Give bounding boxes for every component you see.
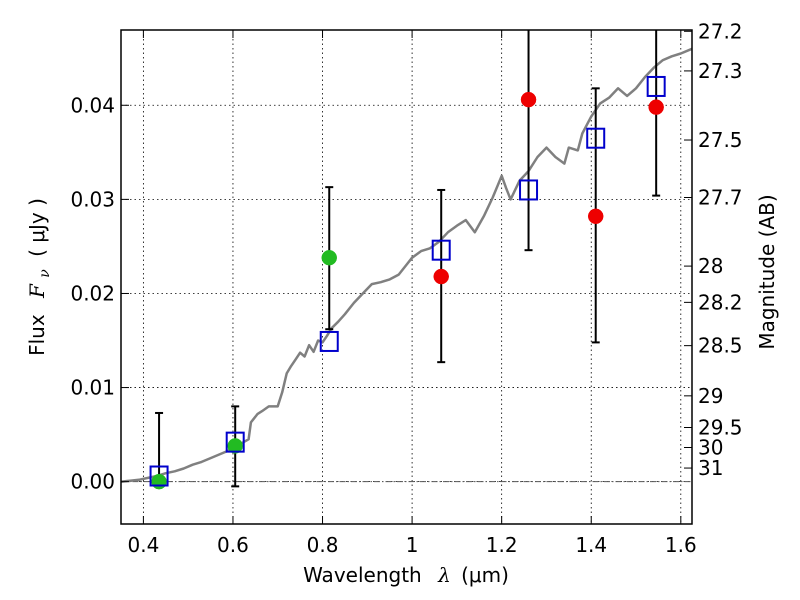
mag-tick-label: 31 (698, 456, 723, 480)
model-photometry-square (149, 465, 169, 487)
mag-tick-label: 27.2 (698, 19, 743, 43)
model-photometry-square (586, 127, 606, 149)
non-detection-point (151, 473, 167, 490)
mag-tick-label: 28.5 (698, 334, 743, 358)
plot-frame (120, 29, 693, 525)
x-tick-label: 0.8 (307, 533, 339, 557)
mag-tick-label: 29 (698, 384, 723, 408)
mag-tick-label: 27.3 (698, 59, 743, 83)
y-tick-label: 0.02 (70, 281, 115, 305)
x-tick-label: 1 (406, 533, 419, 557)
model-photometry-square (519, 179, 539, 201)
x-tick-label: 1.2 (486, 533, 518, 557)
detection-point (648, 99, 664, 115)
mag-tick-label: 29.5 (698, 416, 743, 440)
model-photometry-square (646, 75, 666, 97)
y-tick-label: 0.00 (70, 470, 115, 494)
non-detection-point (321, 249, 337, 266)
data-layer (120, 30, 693, 490)
y-axis-label: Flux F ν ( μJy ) (25, 198, 54, 356)
y-axis-label-subscript: ν (37, 269, 53, 278)
right-axis-label: Magnitude (AB) (755, 194, 779, 349)
detection-point (587, 208, 604, 225)
mag-tick-label: 28.2 (698, 290, 743, 314)
y-axis-label-text: Flux (25, 314, 49, 356)
x-axis-label: Wavelength λ (μm) (303, 563, 509, 587)
detection-point (520, 91, 537, 108)
model-photometry-square (225, 431, 245, 453)
model-photometry-square (431, 239, 451, 261)
x-tick-label: 1.6 (665, 533, 697, 557)
x-tick-label: 1.4 (575, 533, 607, 557)
mag-tick-label: 28 (698, 254, 723, 278)
mag-tick-label: 27.5 (698, 128, 743, 152)
x-axis-label-symbol: λ (437, 563, 451, 587)
x-axis-label-text: Wavelength (303, 563, 422, 587)
mag-tick-label: 30 (698, 435, 723, 459)
model-photometry-square (319, 330, 339, 352)
x-tick-label: 0.4 (127, 533, 159, 557)
axis-ticks: 0.4 0.6 0.8 1 1.2 1.4 1.6 0.00 0.01 0.02 0.03 0.04 2… (70, 19, 742, 557)
y-tick-label: 0.04 (70, 93, 115, 117)
mag-tick-label: 27.7 (698, 185, 743, 209)
y-tick-label: 0.03 (70, 187, 115, 211)
detection-point (433, 268, 449, 285)
y-axis-label-unit: ( μJy ) (25, 198, 49, 257)
x-tick-label: 0.6 (217, 533, 249, 557)
x-axis-label-unit: (μm) (461, 563, 509, 587)
y-tick-label: 0.01 (70, 376, 115, 400)
y-axis-label-symbol: F (25, 283, 49, 299)
